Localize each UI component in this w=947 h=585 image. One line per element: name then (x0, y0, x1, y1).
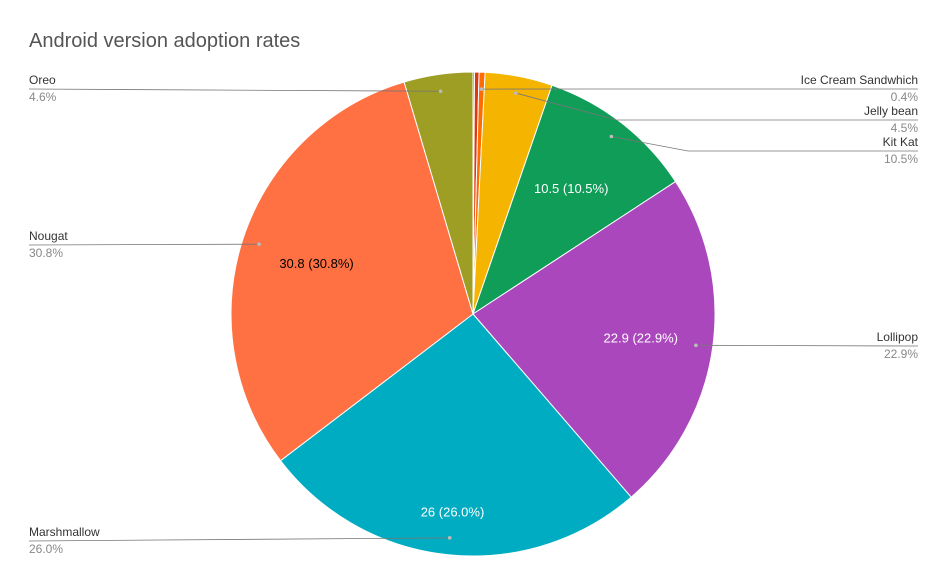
pie-labels: Ice Cream Sandwhich 0.4%Jelly bean 4.5% 10.… (28, 73, 919, 556)
leader-dot-marshmallow (447, 536, 452, 540)
leader-line-nougat (28, 243, 260, 246)
leader-line-kit-kat (611, 136, 918, 152)
slice-percent-label-jelly-bean: 4.5% (891, 121, 919, 135)
pie-slices (230, 71, 716, 557)
leader-dot-jelly-bean (514, 91, 518, 95)
slice-name-label-kit-kat: Kit Kat (883, 135, 919, 149)
leader-line-jelly-bean (515, 92, 918, 121)
slice-name-label-lollipop: Lollipop (877, 330, 919, 344)
leader-line-marshmallow (28, 537, 450, 542)
slice-name-label-oreo: Oreo (29, 73, 56, 87)
slice-percent-label-lollipop: 22.9% (884, 347, 918, 361)
leader-dot-nougat (257, 242, 261, 246)
slice-percent-label-ice-cream-sandwhich: 0.4% (891, 90, 919, 104)
pie-slice-oreo[interactable] (403, 71, 474, 315)
slice-value-label-marshmallow: 26 (26.0%) (421, 504, 485, 519)
slice-value-label-lollipop: 22.9 (22.9%) (604, 331, 678, 346)
slice-name-label-ice-cream-sandwhich: Ice Cream Sandwhich (801, 73, 918, 87)
pie-slice-marshmallow[interactable] (279, 313, 632, 557)
leader-dot-lollipop (694, 343, 698, 348)
slice-percent-label-kit-kat: 10.5% (884, 152, 918, 166)
leader-dot-oreo (438, 89, 443, 94)
slice-name-label-marshmallow: Marshmallow (29, 525, 100, 539)
slice-percent-label-marshmallow: 26.0% (29, 542, 63, 556)
slice-name-label-nougat: Nougat (29, 229, 68, 243)
pie-slice-nougat[interactable] (230, 81, 474, 462)
slice-percent-label-oreo: 4.6% (29, 90, 57, 104)
leader-dot-kit-kat (609, 134, 614, 139)
leader-dot-ice-cream-sandwhich (479, 87, 484, 91)
slice-name-label-jelly-bean: Jelly bean (864, 104, 918, 118)
chart-title: Android version adoption rates (29, 30, 301, 52)
leader-line-oreo (28, 88, 441, 92)
slice-value-label-nougat: 30.8 (30.8%) (279, 256, 353, 271)
pie-slice-lollipop[interactable] (472, 180, 716, 498)
leader-line-lollipop (695, 344, 919, 347)
slice-value-label-kit-kat: 10.5 (10.5%) (534, 181, 608, 196)
slice-percent-label-nougat: 30.8% (29, 246, 63, 260)
